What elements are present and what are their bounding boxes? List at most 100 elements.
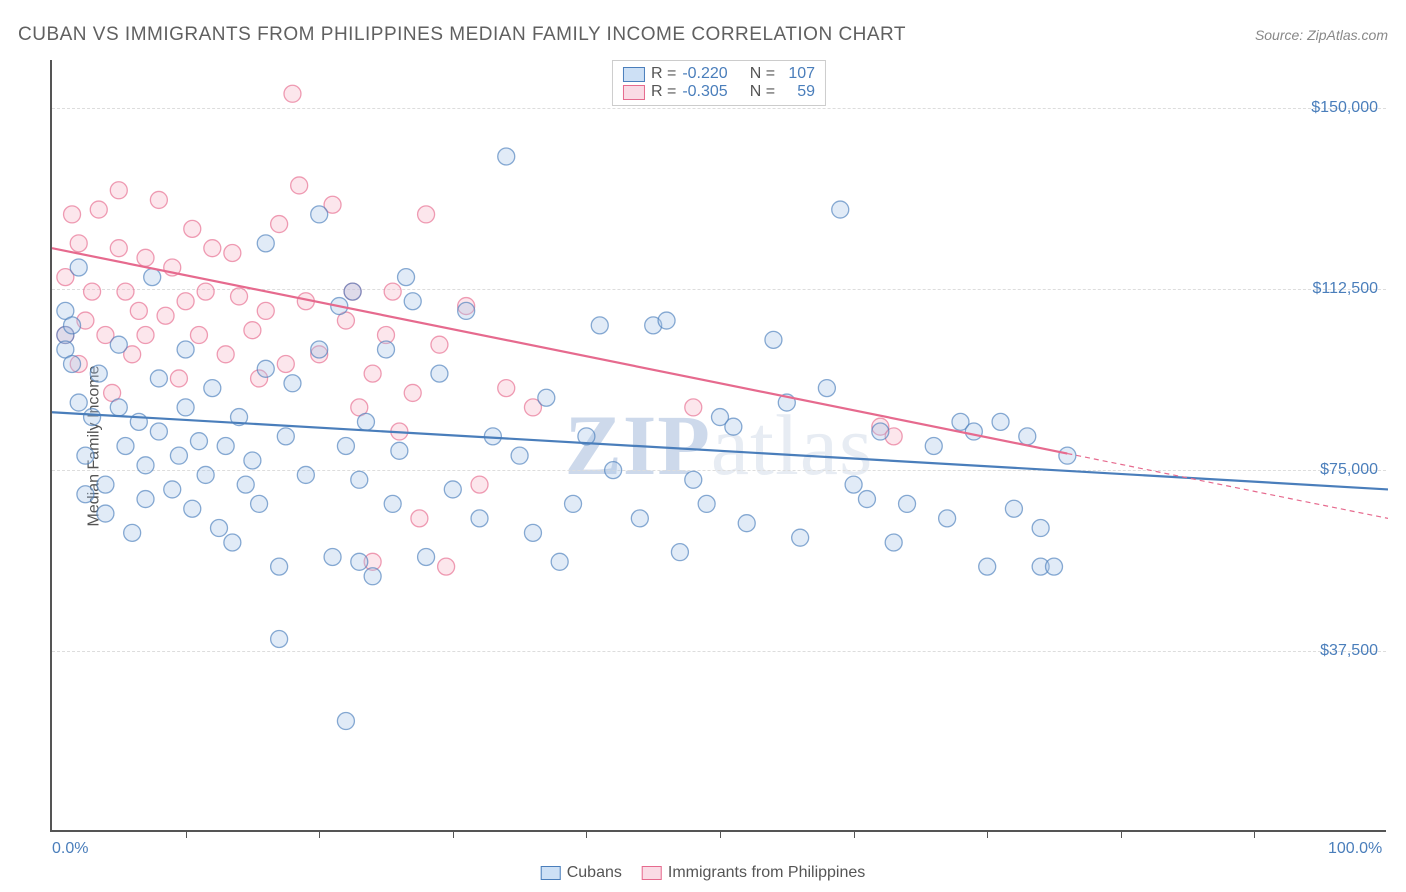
scatter-point (685, 471, 702, 488)
bottom-legend: CubansImmigrants from Philippines (541, 864, 866, 882)
scatter-point (97, 476, 114, 493)
scatter-point (110, 182, 127, 199)
scatter-point (137, 327, 154, 344)
legend-item: Immigrants from Philippines (642, 864, 865, 882)
scatter-point (832, 201, 849, 218)
legend-r-value: -0.220 (682, 65, 727, 83)
legend-r-label: R = (651, 83, 676, 101)
legend-r-label: R = (651, 65, 676, 83)
scatter-point (671, 544, 688, 561)
scatter-point (324, 548, 341, 565)
chart-title: CUBAN VS IMMIGRANTS FROM PHILIPPINES MED… (18, 24, 906, 46)
scatter-point (398, 269, 415, 286)
trend-line (52, 248, 1067, 453)
scatter-point (251, 495, 268, 512)
scatter-point (605, 462, 622, 479)
legend-r-value: -0.305 (682, 83, 727, 101)
scatter-point (244, 322, 261, 339)
scatter-point (224, 534, 241, 551)
scatter-point (511, 447, 528, 464)
legend-swatch (623, 67, 645, 82)
scatter-point (391, 442, 408, 459)
scatter-point (291, 177, 308, 194)
scatter-point (64, 355, 81, 372)
scatter-point (204, 380, 221, 397)
scatter-point (992, 413, 1009, 430)
scatter-point (257, 360, 274, 377)
scatter-point (337, 438, 354, 455)
legend-n-value: 107 (781, 65, 815, 83)
scatter-point (157, 307, 174, 324)
scatter-point (231, 288, 248, 305)
scatter-point (458, 302, 475, 319)
plot-inner: ZIPatlas $37,500$75,000$112,500$150,0000… (50, 60, 1386, 832)
legend-swatch (642, 866, 662, 880)
scatter-point (404, 293, 421, 310)
scatter-point (384, 495, 401, 512)
scatter-point (64, 317, 81, 334)
scatter-point (284, 375, 301, 392)
scatter-point (658, 312, 675, 329)
scatter-point (591, 317, 608, 334)
legend-n-value: 59 (781, 83, 815, 101)
scatter-point (351, 553, 368, 570)
scatter-point (818, 380, 835, 397)
scatter-point (858, 491, 875, 508)
scatter-point (311, 341, 328, 358)
scatter-point (284, 85, 301, 102)
scatter-point (150, 370, 167, 387)
x-tick-label: 100.0% (1328, 840, 1382, 858)
scatter-point (565, 495, 582, 512)
scatter-point (224, 245, 241, 262)
scatter-point (77, 447, 94, 464)
scatter-point (418, 548, 435, 565)
scatter-point (170, 447, 187, 464)
scatter-point (77, 486, 94, 503)
scatter-point (197, 283, 214, 300)
scatter-point (364, 365, 381, 382)
correlation-legend: R = -0.220 N = 107 R = -0.305 N = 59 (612, 60, 826, 106)
scatter-point (124, 524, 141, 541)
scatter-point (204, 240, 221, 257)
scatter-point (110, 240, 127, 257)
scatter-point (90, 365, 107, 382)
legend-swatch (541, 866, 561, 880)
scatter-point (117, 283, 134, 300)
scatter-point (899, 495, 916, 512)
correlation-legend-row: R = -0.220 N = 107 (623, 65, 815, 83)
scatter-point (411, 510, 428, 527)
scatter-point (631, 510, 648, 527)
scatter-point (431, 365, 448, 382)
scatter-point (939, 510, 956, 527)
scatter-point (357, 413, 374, 430)
scatter-point (217, 438, 234, 455)
scatter-point (344, 283, 361, 300)
source-label: Source: ZipAtlas.com (1255, 27, 1388, 43)
scatter-point (384, 283, 401, 300)
scatter-point (184, 500, 201, 517)
correlation-legend-row: R = -0.305 N = 59 (623, 83, 815, 101)
scatter-point (144, 269, 161, 286)
scatter-point (431, 336, 448, 353)
scatter-point (872, 423, 889, 440)
scatter-point (444, 481, 461, 498)
scatter-point (551, 553, 568, 570)
scatter-point (404, 384, 421, 401)
scatter-point (190, 433, 207, 450)
legend-n-label: N = (750, 83, 775, 101)
scatter-point (337, 713, 354, 730)
title-row: CUBAN VS IMMIGRANTS FROM PHILIPPINES MED… (18, 24, 1388, 46)
scatter-point (925, 438, 942, 455)
scatter-point (150, 423, 167, 440)
scatter-point (498, 148, 515, 165)
legend-n-label: N = (750, 65, 775, 83)
legend-label: Immigrants from Philippines (668, 864, 865, 881)
scatter-point (685, 399, 702, 416)
scatter-point (277, 355, 294, 372)
scatter-point (1046, 558, 1063, 575)
scatter-point (217, 346, 234, 363)
scatter-point (965, 423, 982, 440)
scatter-point (70, 394, 87, 411)
scatter-point (70, 235, 87, 252)
scatter-point (885, 534, 902, 551)
